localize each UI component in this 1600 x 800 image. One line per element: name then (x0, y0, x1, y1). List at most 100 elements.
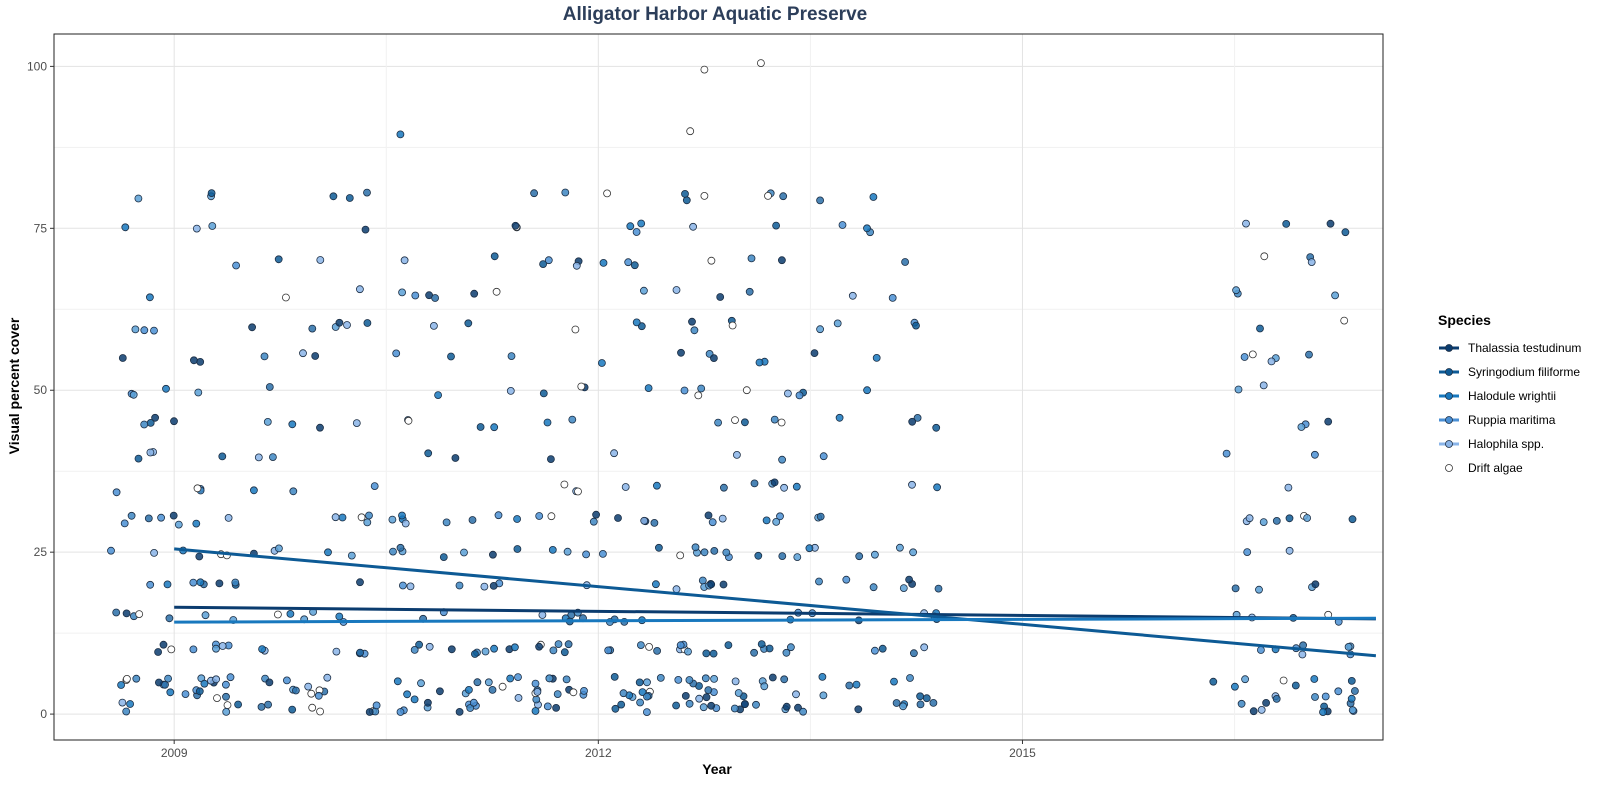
x-tick-label: 2012 (585, 746, 612, 760)
data-point (637, 322, 646, 331)
data-point-drift-algae (135, 610, 144, 618)
data-point (222, 708, 231, 716)
data-point (194, 388, 203, 397)
data-point (473, 678, 482, 687)
data-point (553, 690, 562, 698)
data-point-drift-algae (560, 480, 569, 489)
data-point (161, 680, 169, 689)
data-point (470, 650, 479, 658)
data-point (580, 687, 588, 695)
data-point (181, 690, 190, 698)
data-point (264, 700, 273, 709)
data-point (630, 261, 639, 270)
data-point (506, 386, 515, 395)
data-point (338, 513, 347, 522)
data-point (637, 219, 646, 228)
data-point (311, 352, 320, 360)
data-point (780, 483, 788, 492)
trend-line-thalassia-testudinum (174, 605, 1376, 621)
data-point (1267, 357, 1276, 366)
data-point (398, 581, 407, 590)
data-point (560, 648, 569, 657)
data-point (1231, 682, 1239, 691)
data-point (431, 294, 440, 302)
data-point (163, 580, 172, 589)
data-point (174, 520, 183, 529)
data-point (1347, 694, 1356, 703)
data-point (429, 321, 438, 330)
legend-title: Species (1438, 312, 1491, 328)
y-axis-label: Visual percent cover (6, 317, 22, 454)
data-point-notable (700, 191, 709, 200)
legend-item: Halophila spp. (1438, 432, 1598, 456)
data-point (714, 418, 722, 427)
data-point (656, 674, 665, 682)
data-point (787, 643, 795, 652)
data-point-notable (1209, 677, 1218, 686)
data-point (332, 647, 341, 656)
data-point (1237, 699, 1246, 708)
data-point-notable (707, 256, 716, 265)
data-point (632, 318, 641, 327)
data-point (539, 389, 548, 398)
data-point (260, 352, 269, 361)
data-point-drift-algae (223, 701, 232, 709)
data-point (189, 578, 198, 587)
data-point (905, 575, 913, 584)
data-point (208, 222, 217, 230)
data-point-drift-algae (307, 689, 316, 698)
data-point (118, 698, 127, 707)
data-point (598, 359, 606, 367)
data-point (189, 645, 198, 654)
legend-label: Halophila spp. (1468, 437, 1545, 451)
data-point (218, 452, 227, 461)
data-point (398, 288, 407, 297)
data-point (291, 686, 300, 695)
data-point (910, 649, 918, 658)
data-point (132, 674, 141, 683)
data-point (112, 488, 121, 497)
data-point (793, 553, 802, 561)
legend-item: Thalassia testudinum (1438, 336, 1598, 360)
data-points (107, 59, 1359, 716)
y-tick-label: 100 (27, 59, 47, 73)
data-point (1242, 219, 1250, 228)
data-point (770, 415, 779, 424)
data-point (107, 546, 115, 555)
data-point (707, 701, 716, 710)
data-point (365, 511, 373, 520)
data-point (164, 674, 173, 683)
data-point (922, 694, 931, 703)
data-point (672, 701, 680, 710)
data-point (701, 674, 710, 683)
data-point-drift-algae (1260, 252, 1269, 261)
data-point (231, 578, 240, 587)
data-point (323, 673, 332, 682)
data-point (1307, 258, 1316, 267)
data-point (288, 420, 297, 429)
data-point (1241, 675, 1249, 684)
trend-line-syringodium-filiforme (174, 547, 1377, 658)
data-point (464, 319, 473, 328)
chart-title: Alligator Harbor Aquatic Preserve (562, 4, 868, 25)
data-point (929, 699, 938, 707)
data-point (776, 512, 784, 521)
data-point (543, 418, 552, 427)
data-point (469, 698, 478, 707)
data-point (782, 648, 791, 657)
data-point (127, 511, 136, 520)
data-point (695, 694, 704, 703)
data-point (406, 582, 415, 591)
data-point (762, 516, 771, 525)
data-point (234, 700, 243, 709)
data-point (599, 258, 608, 267)
data-point (507, 352, 516, 361)
y-tick-label: 75 (34, 221, 48, 235)
data-point (572, 261, 581, 270)
data-point (1234, 385, 1243, 394)
data-point (752, 700, 760, 709)
data-point (363, 319, 372, 327)
data-point (481, 647, 490, 656)
data-point (1351, 687, 1359, 695)
data-point (511, 643, 519, 652)
